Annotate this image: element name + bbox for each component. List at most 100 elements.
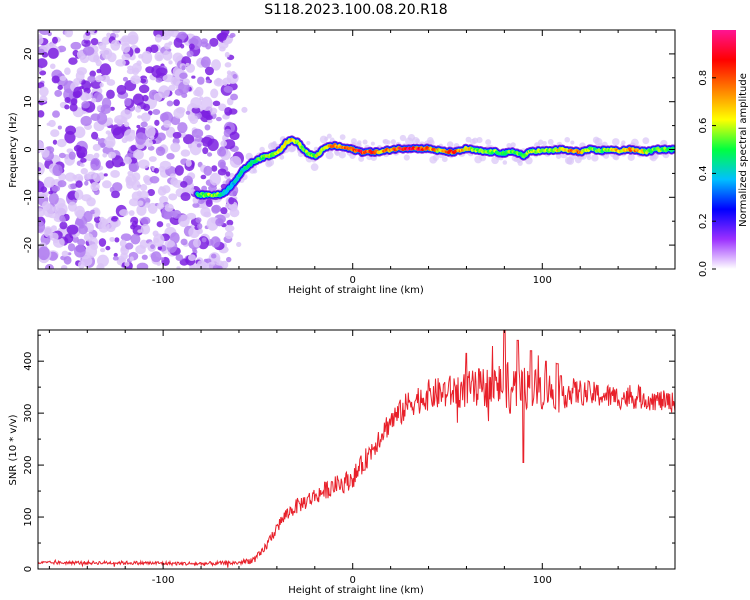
ridge-halo — [265, 160, 273, 168]
noise-blob — [67, 243, 76, 252]
noise-blob — [144, 139, 154, 148]
noise-blob — [140, 223, 151, 235]
noise-blob — [138, 190, 149, 199]
noise-blob — [153, 167, 160, 174]
noise-blob — [120, 252, 128, 260]
noise-blob — [181, 65, 186, 71]
noise-blob — [83, 173, 91, 180]
noise-blob — [188, 254, 196, 261]
noise-blob — [196, 260, 207, 269]
noise-blob — [74, 173, 84, 184]
noise-blob — [119, 37, 131, 46]
noise-blob — [96, 112, 108, 125]
noise-blob — [52, 164, 63, 177]
noise-blob — [124, 97, 132, 107]
y-tick-label: 20 — [23, 48, 34, 61]
noise-blob — [136, 60, 142, 67]
noise-blob — [73, 244, 86, 258]
ridge-halo — [432, 154, 439, 161]
noise-blob — [150, 244, 155, 250]
noise-blob — [143, 103, 151, 112]
noise-blob — [159, 160, 172, 170]
noise-blob — [67, 201, 77, 212]
noise-blob — [123, 156, 132, 165]
noise-blob — [85, 244, 98, 258]
noise-blob — [38, 246, 50, 261]
noise-blob — [224, 107, 233, 116]
noise-blob — [226, 256, 232, 263]
snr-panel: -100 0 100 0 100 200 300 400 Height of straight… — [8, 329, 676, 596]
noise-blob — [157, 202, 165, 210]
noise-blob — [185, 62, 190, 67]
noise-blob — [191, 75, 196, 79]
noise-blob — [123, 121, 130, 128]
noise-blob — [105, 130, 111, 135]
noise-blob — [122, 76, 129, 82]
noise-blob — [195, 217, 202, 223]
ridge-halo — [537, 139, 544, 146]
ridge-halo — [326, 133, 332, 139]
noise-blob — [95, 59, 102, 67]
noise-blob — [180, 181, 188, 188]
ridge-halo — [485, 139, 492, 146]
noise-blob — [192, 238, 201, 248]
noise-blob — [128, 210, 135, 216]
noise-blob — [77, 238, 86, 246]
noise-blob — [90, 209, 96, 215]
noise-blob — [120, 109, 133, 120]
x-tick-label: 100 — [533, 275, 552, 286]
noise-blob — [78, 224, 88, 235]
noise-blob — [126, 68, 135, 75]
noise-blob — [200, 174, 207, 180]
ridge-halo — [630, 138, 639, 147]
noise-blob — [89, 70, 97, 78]
noise-blob — [45, 43, 53, 50]
noise-blob — [205, 79, 211, 84]
noise-blob — [96, 254, 109, 267]
ridge-halo — [252, 168, 258, 174]
noise-blob — [52, 139, 58, 145]
noise-blob — [81, 101, 90, 109]
noise-blob — [111, 182, 123, 192]
noise-blob — [105, 245, 111, 251]
noise-blob — [139, 78, 147, 84]
noise-blob — [41, 51, 49, 58]
noise-blob — [140, 216, 151, 225]
noise-blob — [56, 203, 68, 216]
noise-blob — [69, 103, 78, 112]
noise-blob — [73, 77, 82, 86]
ridge-halo — [412, 137, 420, 145]
noise-blob — [150, 251, 162, 263]
noise-blob — [93, 216, 101, 224]
noise-blob — [224, 62, 232, 68]
noise-blob — [165, 222, 171, 228]
noise-blob — [84, 180, 89, 186]
noise-blob — [64, 233, 74, 244]
noise-blob — [197, 76, 205, 85]
noise-blob — [157, 246, 163, 251]
ridge-halo — [382, 139, 387, 144]
noise-blob — [85, 31, 91, 36]
noise-blob — [225, 171, 231, 177]
noise-blob — [101, 47, 113, 60]
noise-blob — [220, 207, 228, 215]
noise-blob — [111, 155, 124, 168]
ridge-halo — [390, 139, 396, 145]
noise-blob — [79, 163, 85, 168]
noise-blob — [110, 170, 120, 178]
noise-blob — [73, 86, 83, 98]
ridge-halo — [350, 138, 357, 145]
noise-blob — [81, 256, 93, 267]
noise-blob — [180, 238, 188, 246]
noise-blob — [126, 179, 134, 189]
noise-blob — [175, 254, 184, 262]
noise-blob — [38, 110, 45, 118]
snr-x-axis-label: Height of straight line (km) — [288, 585, 424, 596]
noise-blob — [203, 258, 208, 263]
noise-blob — [38, 58, 48, 69]
noise-blob — [68, 57, 78, 65]
noise-blob — [130, 224, 136, 230]
y-tick-label: 200 — [23, 456, 34, 475]
noise-blob — [224, 230, 234, 240]
ridge-halo — [510, 142, 516, 148]
